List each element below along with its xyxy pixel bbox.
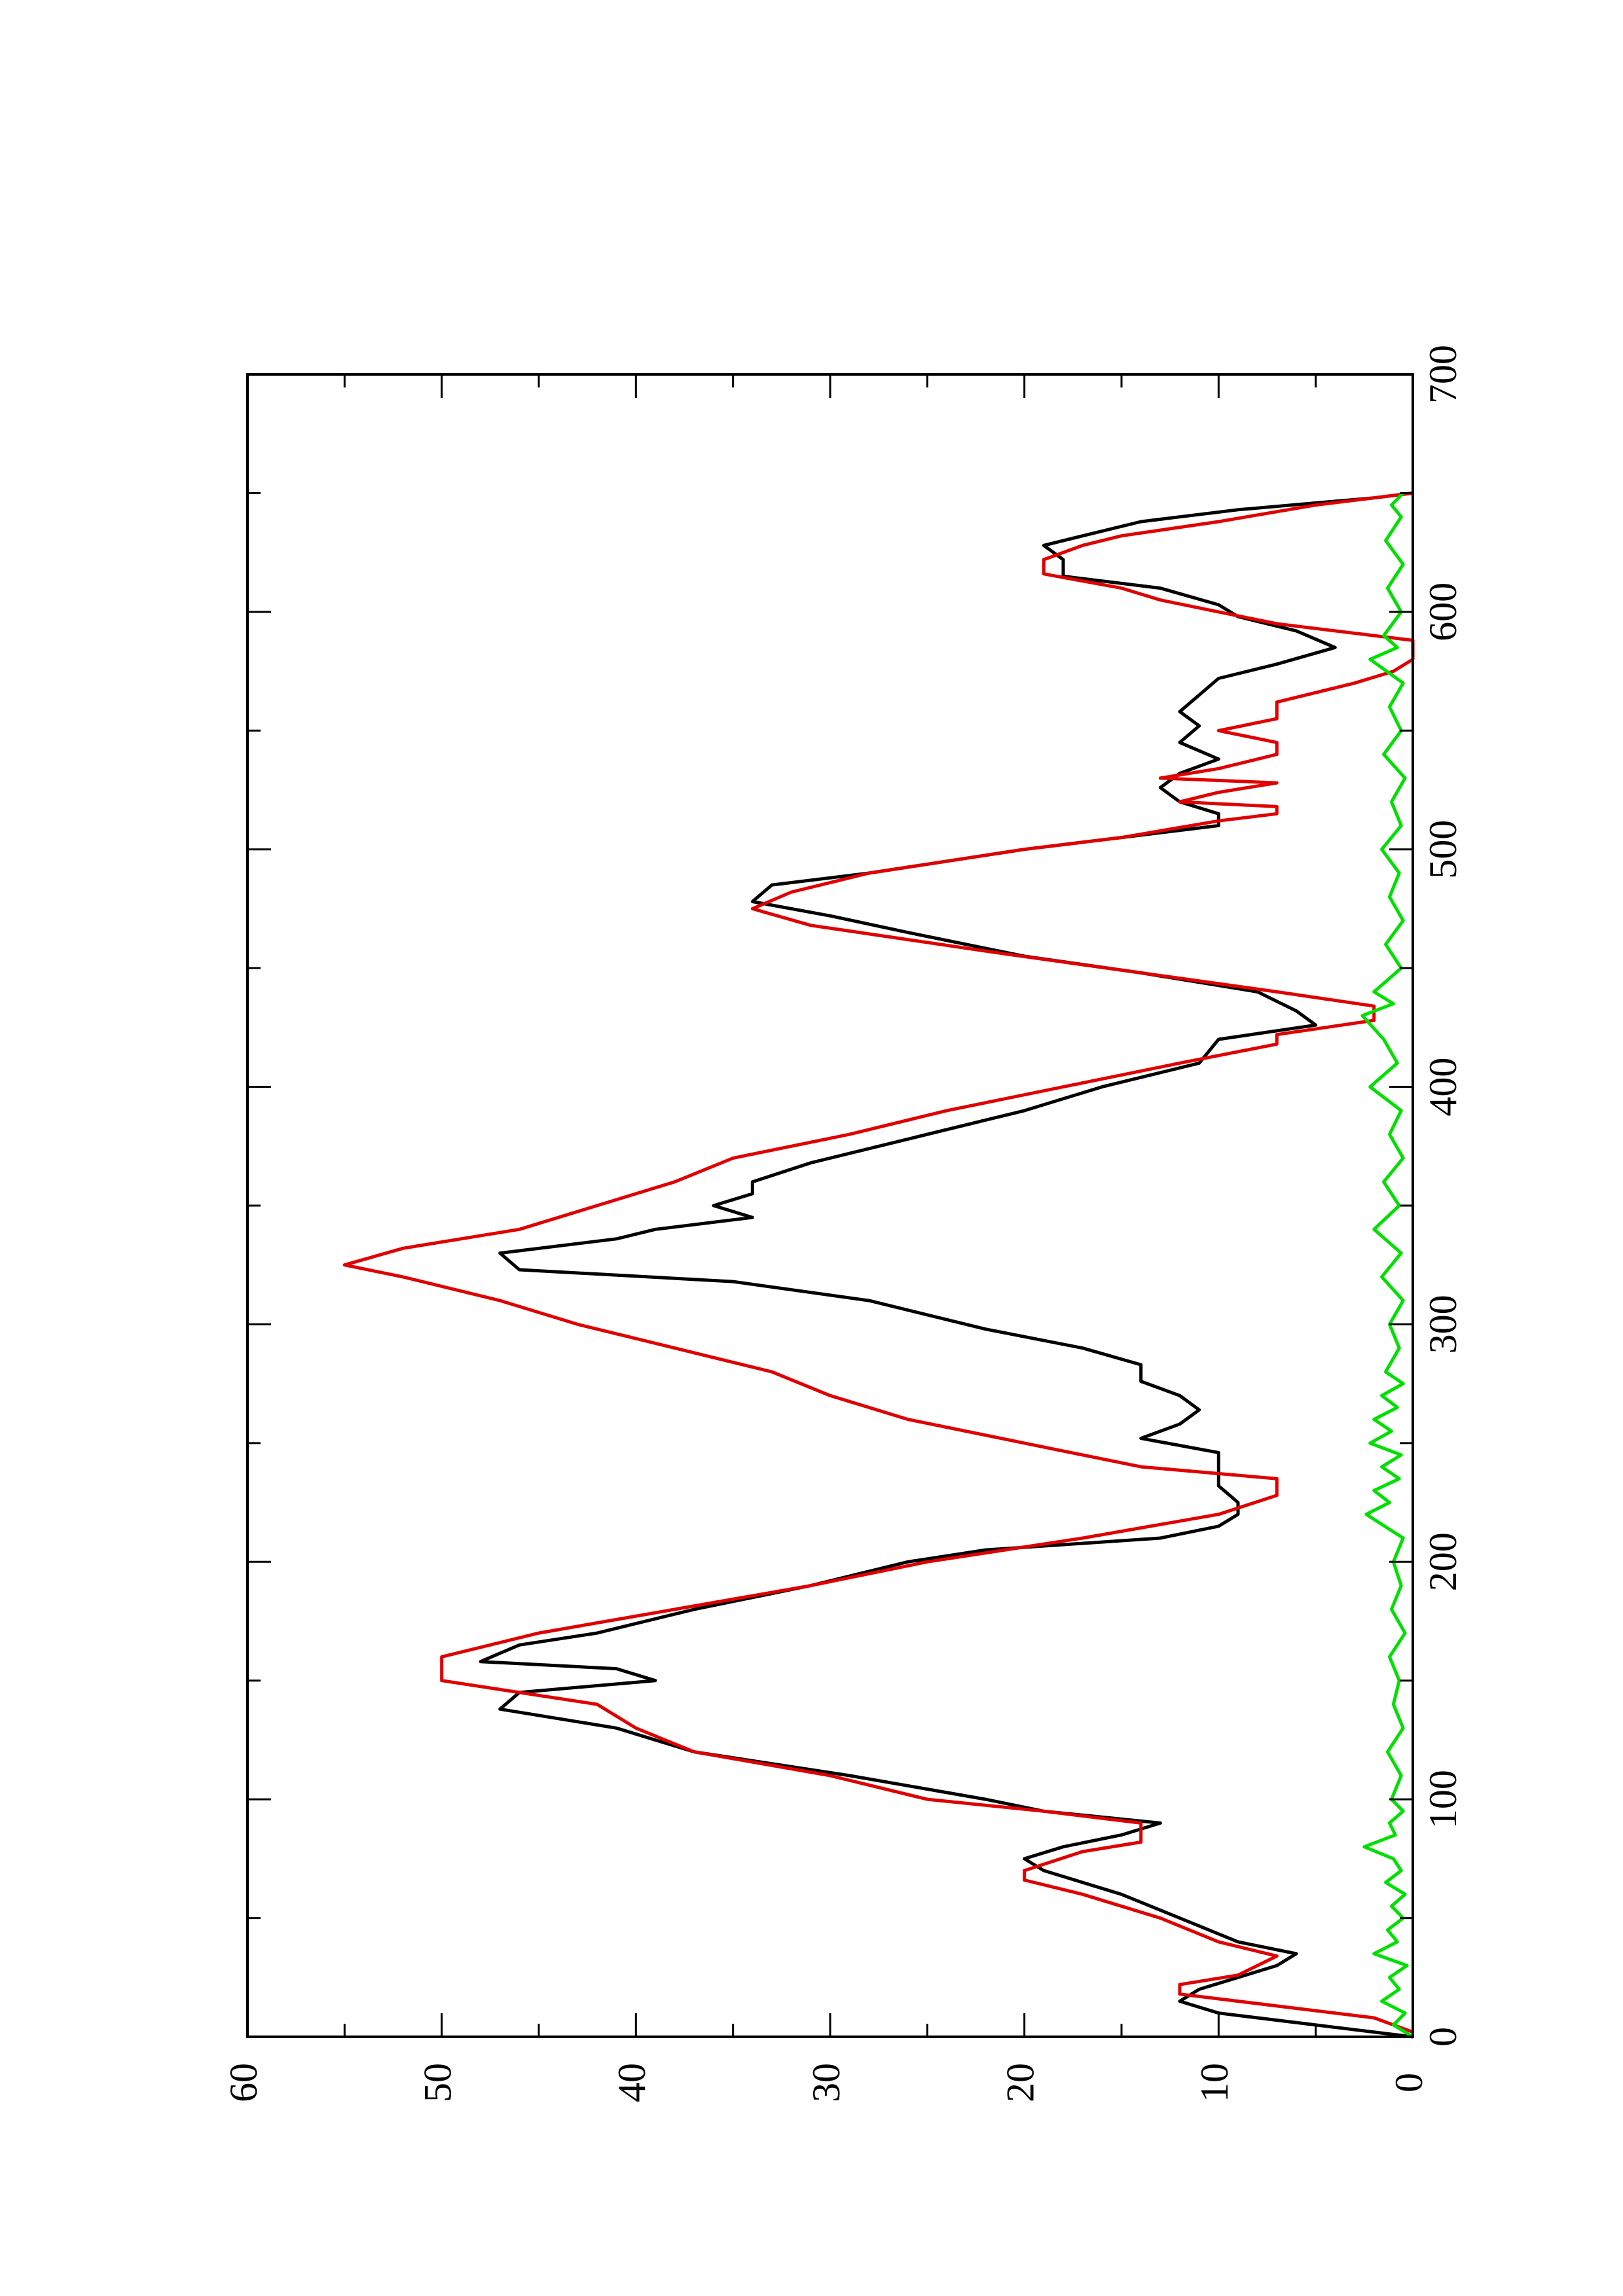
y-tick-label: 30 <box>805 2063 848 2102</box>
x-tick-label: 500 <box>1421 820 1465 879</box>
x-tick-label: 200 <box>1421 1532 1465 1591</box>
series-line-1 <box>479 491 1413 2039</box>
x-tick-label: 300 <box>1421 1295 1465 1354</box>
x-tick-label: 100 <box>1421 1770 1465 1829</box>
series-layer <box>342 491 1415 2039</box>
x-tick-label: 600 <box>1421 583 1465 641</box>
y-tick-label: 40 <box>610 2063 653 2102</box>
axis-layer: 0 100 200 300 400 500 600 700 0 10 20 30 40 50 60 <box>222 345 1465 2102</box>
y-tick-label: 20 <box>998 2063 1042 2102</box>
series-line-3 <box>1360 492 1414 2039</box>
y-tick-label: 50 <box>416 2063 459 2102</box>
y-tick-label: 0 <box>1387 2073 1431 2092</box>
x-tick-label: 0 <box>1421 2027 1465 2047</box>
y-tick-label: 10 <box>1193 2063 1236 2102</box>
x-tick-label: 400 <box>1421 1058 1465 1117</box>
y-tick-label: 60 <box>222 2063 265 2102</box>
x-tick-label: 700 <box>1421 345 1465 404</box>
series-line-2 <box>342 491 1415 2034</box>
plot-frame <box>246 373 1414 2038</box>
